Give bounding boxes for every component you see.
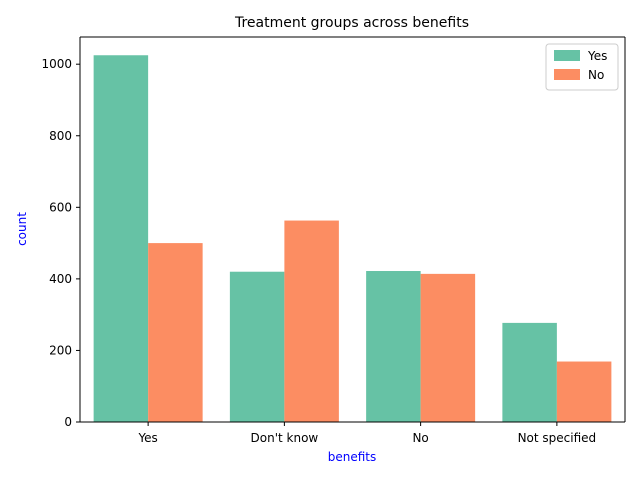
y-tick-label: 400 — [49, 272, 72, 286]
y-tick-label: 1000 — [41, 57, 72, 71]
bar-yes-3 — [502, 322, 557, 422]
x-tick-label: Not specified — [518, 431, 597, 445]
legend: Yes No — [545, 43, 619, 91]
bar-no-0 — [148, 243, 203, 422]
bar-yes-2 — [366, 271, 421, 422]
x-tick-label: Don't know — [251, 431, 319, 445]
legend-label: Yes — [587, 49, 607, 63]
bar-no-1 — [284, 220, 339, 422]
legend-swatch — [554, 50, 580, 61]
bars-group — [93, 55, 612, 422]
bar-yes-0 — [93, 55, 149, 422]
x-ticks-group: Yes Don't know No Not specified — [137, 422, 596, 445]
legend-swatch — [554, 69, 580, 80]
bar-no-2 — [420, 273, 476, 422]
bar-no-3 — [556, 361, 612, 422]
x-tick-label: Yes — [137, 431, 157, 445]
axes-group — [79, 36, 626, 423]
bar-yes-1 — [229, 271, 285, 422]
x-tick-label: No — [412, 431, 428, 445]
chart-title: Treatment groups across benefits — [234, 15, 469, 31]
y-tick-label: 600 — [49, 200, 72, 214]
legend-label: No — [588, 68, 604, 82]
x-axis-label: benefits — [328, 450, 377, 464]
y-tick-label: 800 — [49, 129, 72, 143]
y-axis-label: count — [15, 212, 29, 246]
y-tick-label: 200 — [49, 343, 72, 357]
y-ticks-group: 0 200 400 600 800 1000 — [41, 57, 80, 429]
y-tick-label: 0 — [64, 415, 72, 429]
